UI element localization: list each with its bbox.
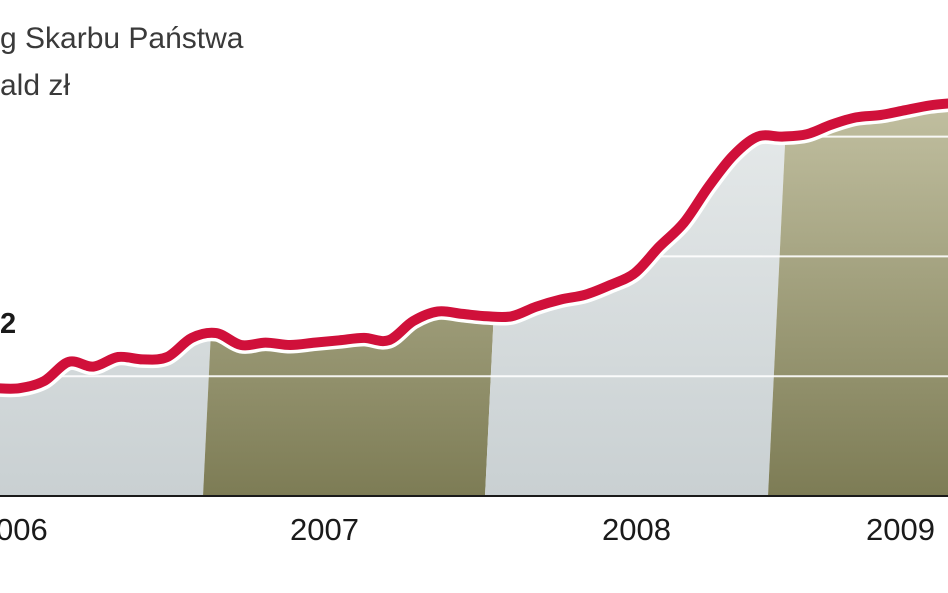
chart-subtitle: ald zł <box>0 69 71 102</box>
start-value-label: 2 <box>0 308 17 340</box>
year-band <box>768 103 948 496</box>
chart-title: g Skarbu Państwa <box>0 22 244 55</box>
year-band <box>203 103 509 496</box>
x-tick-label: 2008 <box>602 512 671 547</box>
x-tick-label: 006 <box>0 512 48 547</box>
year-band <box>485 103 792 496</box>
series-line <box>0 98 948 394</box>
x-tick-label: 2007 <box>290 512 359 547</box>
x-tick-label: 2009 <box>866 512 935 547</box>
year-bands <box>0 103 948 496</box>
x-tick-labels: 006 2007 2008 2009 <box>0 512 935 547</box>
